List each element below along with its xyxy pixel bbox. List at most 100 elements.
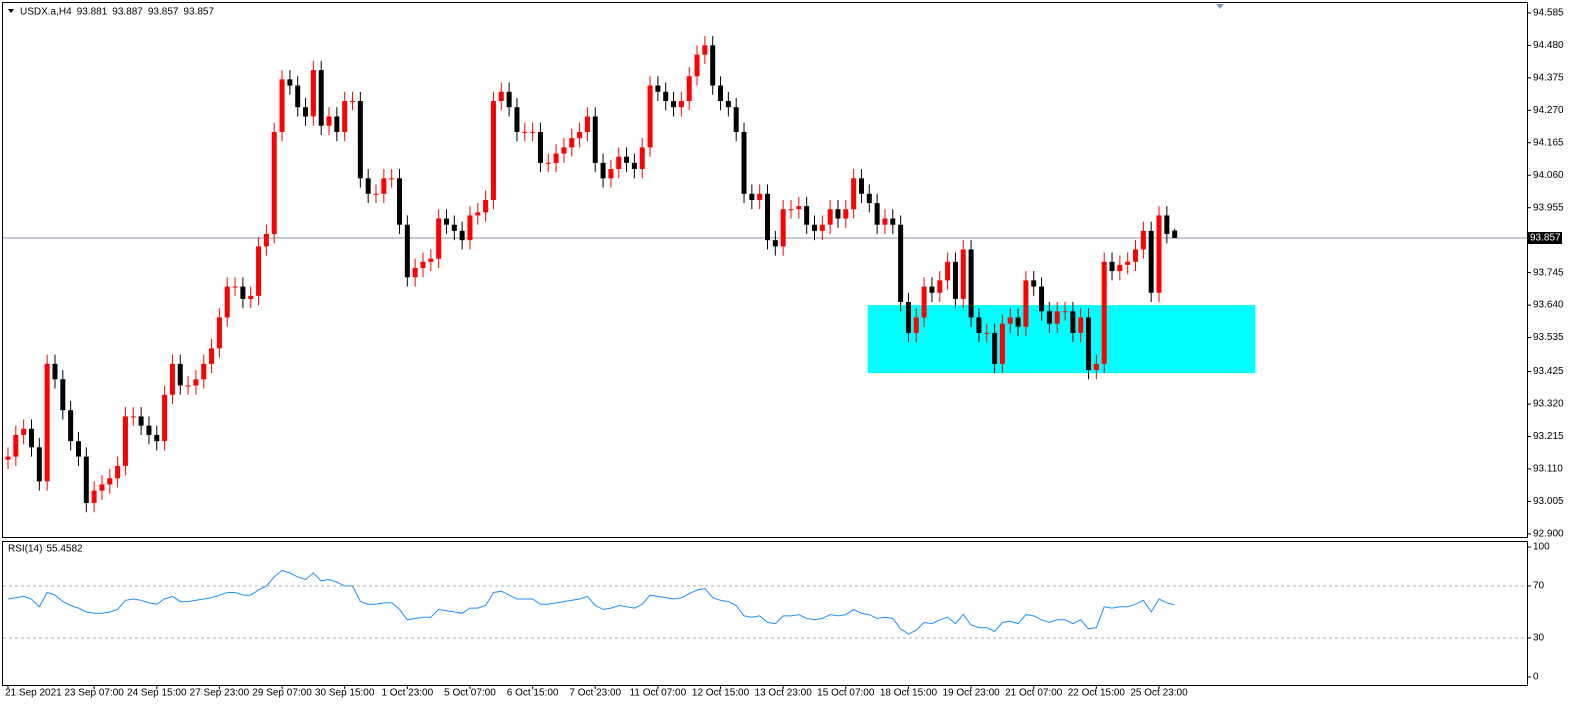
candle-body: [952, 261, 958, 299]
candle-body: [639, 147, 645, 170]
candle-body: [1039, 286, 1045, 312]
candle-body: [819, 224, 825, 231]
x-tick-label: 21 Sep 2021: [5, 688, 62, 699]
ohlc-value: 93.881: [77, 7, 108, 18]
candle-body: [36, 447, 42, 482]
candle-body: [240, 286, 246, 299]
x-tick-label: 12 Oct 15:00: [692, 688, 750, 699]
y-tick-label: 92.900: [1533, 529, 1564, 540]
candle-body: [420, 261, 426, 268]
candle-body: [1023, 280, 1029, 327]
candle-body: [1054, 311, 1060, 324]
y-tick-label: 93.110: [1533, 464, 1563, 475]
x-tick-label: 21 Oct 07:00: [1005, 688, 1063, 699]
menu-arrow: [8, 9, 14, 13]
candle-body: [436, 218, 442, 259]
candle-body: [811, 224, 817, 231]
candle-body: [608, 169, 614, 179]
candle-body: [185, 385, 191, 387]
x-tick-label: 18 Oct 15:00: [880, 688, 938, 699]
candle-body: [678, 101, 684, 108]
candle-body: [976, 317, 982, 333]
candle-body: [209, 348, 215, 364]
y-tick-label: 30: [1533, 633, 1545, 644]
zone-rectangle: [867, 305, 1256, 374]
candle-body: [1101, 261, 1107, 364]
candle-body: [1093, 363, 1099, 371]
candle-body: [498, 91, 504, 102]
x-tick-label: 24 Sep 15:00: [127, 688, 187, 699]
candle-body: [21, 428, 27, 435]
y-tick-label: 93.955: [1533, 202, 1564, 213]
candle-body: [1117, 264, 1123, 272]
candle-body: [412, 267, 418, 278]
candle-body: [232, 286, 238, 288]
candle-body: [733, 107, 739, 132]
x-tick-label: 19 Oct 23:00: [942, 688, 1000, 699]
x-tick-label: 23 Sep 07:00: [64, 688, 124, 699]
candle-body: [945, 261, 951, 281]
y-tick-label: 93.215: [1533, 431, 1564, 442]
x-tick-label: 15 Oct 07:00: [817, 688, 875, 699]
candle-body: [537, 131, 543, 163]
candle-body: [780, 209, 786, 247]
candle-body: [1133, 249, 1139, 262]
candle-body: [169, 363, 175, 395]
candle-body: [553, 153, 559, 163]
candle-body: [216, 317, 222, 349]
candle-body: [827, 209, 833, 225]
candle-body: [443, 218, 449, 225]
candle-body: [616, 156, 622, 170]
candle-body: [115, 465, 121, 479]
candle-body: [835, 209, 841, 219]
y-tick-label: 70: [1533, 581, 1545, 592]
candle-body: [381, 178, 387, 194]
y-tick-label: 94.060: [1533, 170, 1564, 181]
rsi-value: 55.4582: [46, 544, 83, 555]
candle-body: [201, 363, 207, 380]
candle-body: [1007, 317, 1013, 324]
candle-body: [224, 286, 230, 318]
candle-body: [1156, 215, 1162, 293]
candle-body: [577, 131, 583, 139]
candle-body: [937, 280, 943, 293]
candle-body: [561, 147, 567, 154]
rsi-panel: [2, 541, 1528, 686]
candle-body: [702, 45, 708, 55]
candle-body: [13, 434, 19, 457]
candle-body: [796, 206, 802, 210]
candle-body: [138, 416, 144, 426]
y-tick-label: 100: [1533, 542, 1550, 553]
candle-body: [52, 363, 58, 380]
candle-body: [757, 193, 763, 200]
candle-body: [483, 199, 489, 213]
candle-body: [569, 138, 575, 148]
candle-body: [530, 131, 536, 133]
candle-body: [1086, 317, 1092, 371]
candle-body: [146, 425, 152, 435]
candle-body: [788, 209, 794, 211]
candle-body: [326, 116, 332, 126]
candle-body: [68, 410, 74, 442]
shift-marker: [1216, 4, 1224, 9]
candle-body: [694, 54, 700, 77]
candle-body: [279, 79, 285, 132]
candle-body: [804, 206, 810, 225]
candle-body: [1164, 215, 1170, 234]
candle-body: [389, 178, 395, 180]
y-tick-label: 94.270: [1533, 105, 1564, 116]
rsi-title: RSI(14): [8, 544, 42, 555]
candle-body: [248, 295, 254, 299]
x-tick-label: 27 Sep 23:00: [190, 688, 250, 699]
y-tick-label: 0: [1533, 672, 1539, 683]
candle-body: [1046, 311, 1052, 324]
x-tick-label: 30 Sep 15:00: [315, 688, 375, 699]
candle-body: [1031, 280, 1037, 287]
candle-body: [310, 70, 316, 117]
candle-body: [545, 162, 551, 164]
candle-body: [960, 249, 966, 299]
candle-body: [992, 332, 998, 364]
candle-body: [858, 178, 864, 194]
x-tick-label: 25 Oct 23:00: [1130, 688, 1188, 699]
